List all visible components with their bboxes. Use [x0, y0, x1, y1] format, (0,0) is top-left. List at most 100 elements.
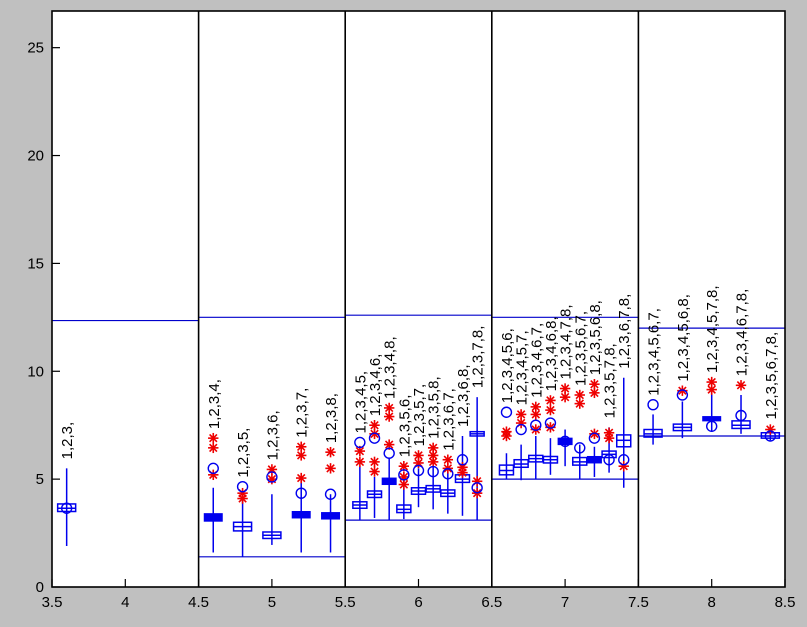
subset-label: 1,2,3,5,7,: [411, 384, 428, 447]
circle-marker: [676, 389, 689, 401]
subset-label: 1,2,3,5,7,8,: [602, 343, 619, 418]
circle-marker: [764, 430, 777, 442]
circle-marker: [588, 432, 601, 444]
asterisk-arm: [575, 399, 585, 408]
asterisk-arm: [399, 480, 409, 489]
asterisk-marker: [369, 466, 380, 477]
circle-marker: [207, 462, 219, 475]
asterisk-arm: [707, 377, 716, 387]
asterisk-marker: [735, 380, 747, 391]
box-rect-filled: [321, 512, 341, 520]
asterisk-marker: [237, 493, 248, 504]
circle-marker: [618, 454, 630, 466]
x-axis-tick-label: 7.5: [628, 594, 649, 611]
circle-marker: [515, 423, 527, 436]
asterisk-arm: [384, 412, 394, 421]
y-axis-tick-label: 5: [36, 471, 44, 488]
asterisk-arm: [370, 420, 379, 430]
asterisk-arm: [428, 457, 438, 467]
subset-label: 1,2,3,4,5,6,8,: [675, 294, 692, 382]
asterisk-marker: [325, 446, 336, 458]
circle-marker: [574, 442, 586, 454]
asterisk-arm: [296, 451, 306, 460]
circle-marker: [324, 488, 337, 500]
subset-label: 1,2,3,4,8,: [382, 336, 399, 399]
box-rect-filled: [291, 510, 311, 519]
circle-marker: [559, 435, 571, 448]
x-axis-tick-label: 6.5: [481, 594, 502, 611]
y-axis-tick-label: 0: [36, 579, 44, 596]
circle-marker: [500, 406, 513, 418]
asterisk-arm: [443, 455, 453, 464]
circle-marker: [427, 465, 439, 478]
circle-marker: [603, 454, 615, 466]
asterisk-marker: [589, 387, 600, 399]
circle-marker: [60, 502, 73, 514]
asterisk-arm: [296, 473, 306, 483]
circle-marker: [295, 487, 307, 499]
asterisk-marker: [383, 411, 395, 422]
subset-label: 1,2,3,8,: [323, 393, 340, 443]
subset-label: 1,2,3,4,: [206, 379, 223, 429]
asterisk-marker: [427, 456, 439, 468]
subset-label: 1,2,3,5,6,: [396, 395, 413, 458]
subset-label: 1,2,3,5,6,7,8,: [763, 332, 780, 420]
subset-label: 1,2,3,4,5,7,: [514, 330, 531, 405]
asterisk-arm: [414, 451, 423, 460]
asterisk-arm: [546, 396, 555, 405]
circle-marker: [735, 409, 747, 422]
subset-label: 1,2,3,6,7,8,: [616, 294, 633, 369]
asterisk-marker: [208, 442, 219, 454]
asterisk-marker: [457, 467, 468, 478]
circle-marker: [544, 417, 557, 429]
x-axis-tick-label: 8.5: [775, 594, 796, 611]
asterisk-arm: [370, 467, 379, 476]
circle-marker: [706, 420, 718, 432]
asterisk-arm: [296, 442, 306, 452]
asterisk-marker: [706, 384, 717, 395]
subset-label: 1,2,3,4,6,: [367, 354, 384, 417]
asterisk-arm: [428, 451, 438, 460]
asterisk-marker: [545, 395, 556, 406]
subset-label: 1,2,3,7,8,: [470, 326, 487, 389]
asterisk-marker: [369, 456, 380, 468]
y-axis-tick-label: 25: [27, 40, 44, 57]
y-axis-tick-label: 10: [27, 363, 44, 380]
asterisk-marker: [398, 479, 410, 490]
box-rect-filled: [586, 455, 602, 464]
circle-marker: [647, 399, 659, 411]
box-rect-filled: [381, 477, 397, 486]
circle-marker: [236, 480, 249, 493]
subset-label: 1,2,3,4,7,8,: [558, 304, 575, 379]
subset-label: 1,2,3,6,7,: [440, 388, 457, 451]
asterisk-arm: [707, 385, 716, 394]
asterisk-arm: [209, 433, 218, 443]
subset-label: 1,2,3,: [59, 422, 76, 460]
subset-label: 1,2,3,5,8,: [426, 376, 443, 439]
asterisk-arm: [575, 390, 585, 400]
asterisk-marker: [574, 398, 585, 409]
asterisk-arm: [604, 433, 614, 443]
asterisk-arm: [428, 443, 438, 453]
circle-marker: [266, 471, 278, 483]
y-axis-tick-label: 20: [27, 148, 44, 165]
asterisk-arm: [326, 464, 335, 473]
x-axis-tick-label: 5.5: [335, 594, 356, 611]
asterisk-arm: [355, 457, 365, 467]
x-axis-tick-label: 5: [268, 594, 276, 611]
asterisk-arm: [238, 494, 247, 503]
asterisk-marker: [559, 383, 571, 394]
asterisk-arm: [384, 403, 394, 413]
asterisk-arm: [590, 379, 599, 389]
subset-label: 1,2,3,5,: [235, 428, 252, 478]
subset-label: 1,2,3,7,: [294, 388, 311, 438]
subset-label: 1,2,3,6,8,: [455, 364, 472, 427]
asterisk-marker: [530, 401, 541, 413]
asterisk-arm: [326, 447, 335, 457]
asterisk-marker: [559, 391, 571, 403]
asterisk-arm: [516, 410, 526, 419]
asterisk-arm: [546, 405, 555, 415]
subset-label: 1,2,3,4,6,8,: [543, 316, 560, 391]
circle-marker: [398, 469, 410, 481]
